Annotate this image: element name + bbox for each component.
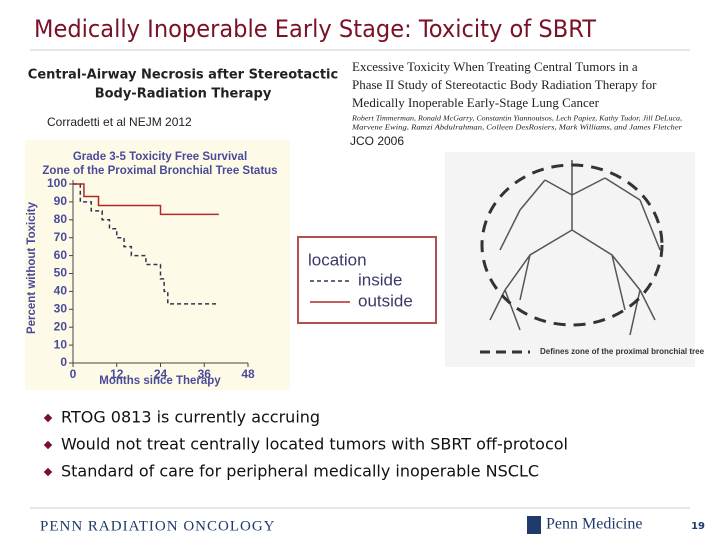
- slide-title: Medically Inoperable Early Stage: Toxici…: [34, 15, 596, 43]
- bullet-list: RTOG 0813 is currently accruing Would not…: [43, 408, 568, 481]
- y-tick-label: 30: [54, 301, 68, 315]
- y-tick-label: 100: [47, 176, 67, 190]
- penn-shield: [527, 516, 541, 534]
- right-paper-title: Excessive Toxicity When Treating Central…: [352, 59, 638, 74]
- bullet-text: Standard of care for peripheral medicall…: [61, 462, 539, 481]
- right-paper-title: Phase II Study of Stereotactic Body Radi…: [352, 77, 657, 92]
- y-tick-label: 50: [54, 266, 68, 280]
- survival-line: [73, 183, 219, 216]
- bullet-marker: [43, 413, 53, 423]
- authors: Robert Timmerman, Ronald McGarry, Consta…: [351, 115, 682, 123]
- y-tick-label: 20: [54, 319, 68, 333]
- right-paper: Excessive Toxicity When Treating Central…: [351, 59, 683, 132]
- legend-title: location: [308, 250, 367, 269]
- bullet-text: Would not treat centrally located tumors…: [61, 435, 568, 454]
- footer-left: PENN RADIATION ONCOLOGY: [40, 518, 276, 534]
- x-tick-label: 0: [70, 367, 77, 381]
- page-number: 19: [691, 521, 705, 532]
- left-paper-title: Central-Airway Necrosis after Stereotact…: [28, 68, 338, 83]
- x-tick-label: 24: [154, 367, 168, 381]
- citation: JCO 2006: [350, 134, 404, 148]
- citation: Corradetti et al NEJM 2012: [47, 115, 192, 129]
- footer-right: Penn Medicine: [546, 516, 642, 533]
- y-axis-label: Percent without Toxicity: [26, 201, 38, 334]
- x-axis-label: Months since Therapy: [99, 375, 221, 387]
- right-paper-title: Medically Inoperable Early-Stage Lung Ca…: [352, 95, 600, 110]
- figure-caption: Defines zone of the proximal bronchial t…: [540, 347, 705, 356]
- legend-label: outside: [358, 291, 413, 310]
- y-tick-label: 70: [54, 230, 68, 244]
- x-tick-label: 12: [110, 367, 124, 381]
- x-tick-label: 36: [198, 367, 212, 381]
- bullet-marker: [43, 440, 53, 450]
- y-tick-label: 40: [54, 284, 68, 298]
- authors: Marvene Ewing, Ramzi Abdulrahman, Collee…: [351, 124, 683, 132]
- left-paper-title: Body-Radiation Therapy: [95, 87, 272, 102]
- legend-box: [297, 236, 437, 324]
- bronchial-tree-figure: [445, 152, 695, 367]
- legend-label: inside: [358, 270, 402, 289]
- x-tick-label: 48: [241, 367, 255, 381]
- bullet-text: RTOG 0813 is currently accruing: [61, 408, 320, 427]
- y-tick-label: 90: [54, 194, 68, 208]
- y-tick-label: 60: [54, 248, 68, 262]
- y-tick-label: 10: [54, 337, 68, 351]
- chart-title: Grade 3-5 Toxicity Free Survival: [73, 151, 247, 163]
- bullet-marker: [43, 467, 53, 477]
- chart-title: Zone of the Proximal Bronchial Tree Stat…: [42, 165, 277, 177]
- chart: Grade 3-5 Toxicity Free Survival Zone of …: [26, 151, 278, 387]
- y-tick-label: 80: [54, 212, 68, 226]
- y-tick-label: 0: [60, 355, 67, 369]
- chart-background: [25, 140, 290, 390]
- survival-line: [73, 183, 219, 305]
